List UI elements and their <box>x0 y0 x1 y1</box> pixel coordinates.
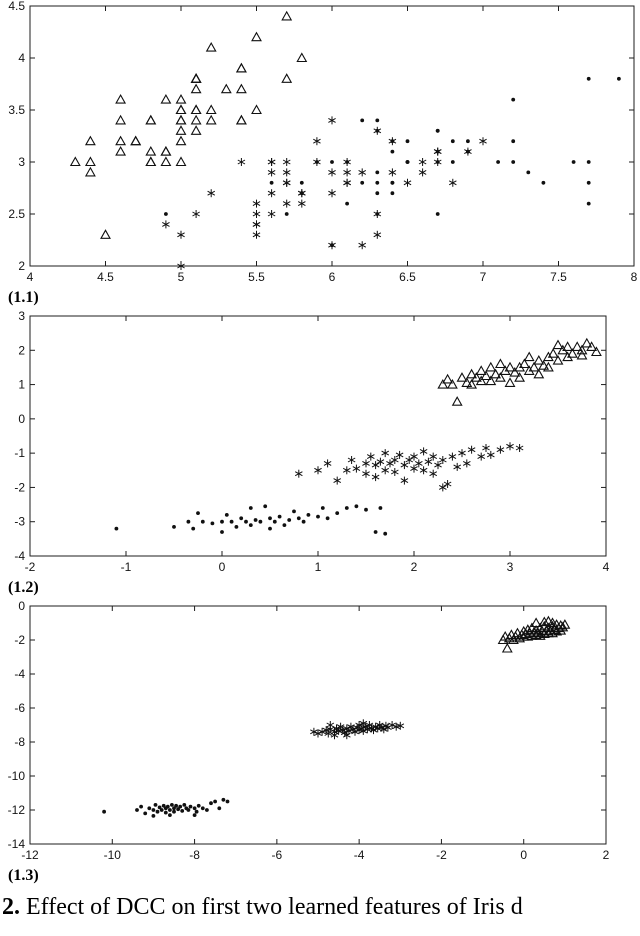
svg-text:-6: -6 <box>272 848 283 862</box>
svg-text:2: 2 <box>18 343 25 357</box>
svg-text:3: 3 <box>18 155 25 169</box>
svg-text:-1: -1 <box>14 446 25 460</box>
svg-text:3: 3 <box>18 309 25 323</box>
svg-text:7.5: 7.5 <box>550 270 567 284</box>
svg-text:0: 0 <box>520 848 527 862</box>
scatter-plot-1-1: 4 4.5 5 5.5 6 6.5 7 7.5 8 2 2.5 3 3.5 4 4.5 <box>8 0 638 284</box>
svg-text:6: 6 <box>329 270 336 284</box>
svg-text:4: 4 <box>18 51 25 65</box>
svg-text:-4: -4 <box>354 848 365 862</box>
svg-text:-2: -2 <box>25 560 36 574</box>
svg-text:3: 3 <box>507 560 514 574</box>
svg-text:-2: -2 <box>14 480 25 494</box>
svg-text:1: 1 <box>315 560 322 574</box>
svg-text:6.5: 6.5 <box>399 270 416 284</box>
svg-text:-4: -4 <box>14 549 25 563</box>
svg-text:4: 4 <box>27 270 34 284</box>
svg-text:-3: -3 <box>14 515 25 529</box>
plot-label-1-1: (1.1) <box>8 289 39 306</box>
svg-text:-12: -12 <box>8 803 26 817</box>
svg-text:-14: -14 <box>8 837 26 851</box>
svg-text:2: 2 <box>603 848 610 862</box>
svg-text:3.5: 3.5 <box>8 103 25 117</box>
svg-text:-8: -8 <box>189 848 200 862</box>
scatter-plot-1-2: -2 -1 0 1 2 3 4 -4 -3 -2 -1 0 1 2 3 <box>14 309 610 574</box>
svg-text:0: 0 <box>18 412 25 426</box>
svg-text:0: 0 <box>18 599 25 613</box>
svg-text:-12: -12 <box>21 848 39 862</box>
caption-number: 2. <box>2 894 20 920</box>
svg-text:4.5: 4.5 <box>8 0 25 13</box>
plot-label-1-2: (1.2) <box>8 579 39 596</box>
chart-block-1-3: -12 -10 -8 -6 -4 -2 0 2 -14 -12 -10 -8 -6 -4 -2 0 (1.3) <box>0 598 640 886</box>
svg-text:8: 8 <box>631 270 638 284</box>
svg-text:-6: -6 <box>14 701 25 715</box>
svg-text:2: 2 <box>18 259 25 273</box>
figure-caption: 2. Effect of DCC on first two learned fe… <box>0 886 640 921</box>
chart-block-1-2: -2 -1 0 1 2 3 4 -4 -3 -2 -1 0 1 2 3 (1.2) <box>0 308 640 598</box>
svg-text:2.5: 2.5 <box>8 207 25 221</box>
svg-text:1: 1 <box>18 378 25 392</box>
caption-text: Effect of DCC on first two learned featu… <box>20 894 523 920</box>
svg-text:4: 4 <box>603 560 610 574</box>
svg-text:5: 5 <box>178 270 185 284</box>
chart-block-1-1: 4 4.5 5 5.5 6 6.5 7 7.5 8 2 2.5 3 3.5 4 4.5 (1.1) <box>0 0 640 308</box>
svg-text:-4: -4 <box>14 667 25 681</box>
svg-text:4.5: 4.5 <box>97 270 114 284</box>
svg-text:-10: -10 <box>8 769 26 783</box>
svg-text:-8: -8 <box>14 735 25 749</box>
svg-text:0: 0 <box>219 560 226 574</box>
svg-text:-10: -10 <box>104 848 122 862</box>
svg-text:2: 2 <box>411 560 418 574</box>
svg-text:-2: -2 <box>14 633 25 647</box>
plot-label-1-3: (1.3) <box>8 867 39 884</box>
svg-text:-2: -2 <box>436 848 447 862</box>
svg-text:7: 7 <box>480 270 487 284</box>
svg-text:5.5: 5.5 <box>248 270 265 284</box>
scatter-plot-1-3: -12 -10 -8 -6 -4 -2 0 2-14-12-10-8-6-4-20 <box>8 599 610 862</box>
svg-text:-1: -1 <box>121 560 132 574</box>
